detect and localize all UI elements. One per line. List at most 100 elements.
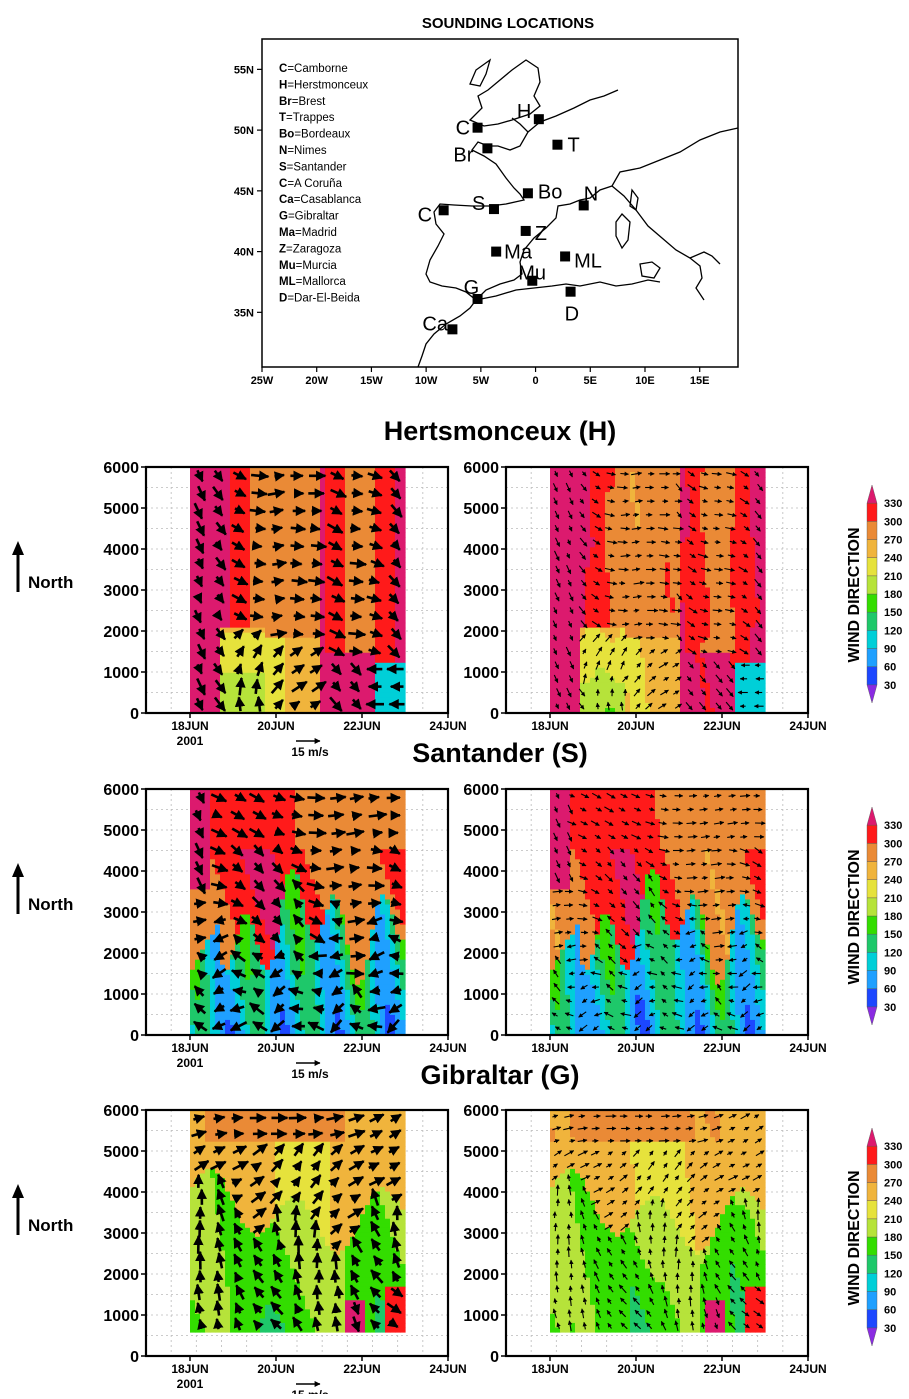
wind-direction-cell — [760, 572, 766, 578]
wind-direction-cell — [600, 638, 606, 644]
wind-direction-cell — [755, 492, 761, 498]
wind-direction-cell — [235, 567, 241, 573]
wind-direction-cell — [560, 517, 566, 523]
wind-direction-cell — [390, 623, 396, 629]
wind-direction-cell — [190, 970, 196, 976]
wind-direction-cell — [700, 522, 706, 528]
wind-direction-cell — [195, 633, 201, 639]
wind-direction-cell — [265, 653, 271, 659]
wind-direction-cell — [275, 638, 281, 644]
wind-direction-cell — [305, 663, 311, 669]
wind-direction-cell — [655, 673, 661, 679]
wind-direction-cell — [275, 572, 281, 578]
wind-direction-cell — [660, 618, 666, 624]
map-lat-label: 35N — [234, 307, 254, 319]
wind-direction-cell — [350, 552, 356, 558]
wind-direction-cell — [305, 562, 311, 568]
wind-direction-cell — [195, 940, 201, 946]
wind-direction-cell — [355, 618, 361, 624]
wind-direction-cell — [565, 668, 571, 674]
wind-direction-cell — [210, 593, 216, 599]
wind-direction-cell — [585, 608, 591, 614]
wind-direction-cell — [605, 487, 611, 493]
wind-direction-cell — [365, 572, 371, 578]
wind-direction-cell — [585, 482, 591, 488]
wind-direction-cell — [705, 683, 711, 689]
wind-direction-cell — [395, 567, 401, 573]
wind-direction-cell — [695, 502, 701, 508]
wind-direction-cell — [375, 663, 381, 669]
wind-direction-cell — [695, 693, 701, 699]
wind-direction-cell — [200, 809, 206, 815]
wind-direction-cell — [370, 587, 376, 593]
wind-direction-cell — [715, 532, 721, 538]
wind-direction-cell — [550, 487, 556, 493]
wind-direction-cell — [190, 955, 196, 961]
wind-direction-cell — [190, 507, 196, 513]
wind-direction-cell — [620, 703, 626, 709]
wind-direction-cell — [255, 618, 261, 624]
wind-direction-cell — [315, 572, 321, 578]
wind-vector — [715, 501, 722, 502]
wind-direction-cell — [705, 502, 711, 508]
wind-direction-cell — [285, 542, 291, 548]
wind-direction-cell — [360, 527, 366, 533]
wind-direction-cell — [660, 628, 666, 634]
wind-direction-cell — [680, 527, 686, 533]
wind-direction-cell — [325, 587, 331, 593]
colorbar-tick-label: 90 — [884, 644, 896, 656]
wind-direction-cell — [365, 547, 371, 553]
wind-direction-cell — [690, 658, 696, 664]
wind-direction-cell — [675, 698, 681, 704]
wind-direction-cell — [380, 582, 386, 588]
wind-direction-cell — [735, 567, 741, 573]
wind-direction-cell — [555, 613, 561, 619]
wind-direction-cell — [570, 643, 576, 649]
wind-vector — [350, 563, 366, 565]
wind-direction-cell — [560, 633, 566, 639]
wind-direction-cell — [230, 598, 236, 604]
wind-direction-cell — [705, 628, 711, 634]
wind-direction-cell — [550, 567, 556, 573]
wind-direction-cell — [290, 603, 296, 609]
colorbar-segment — [867, 630, 877, 648]
wind-direction-cell — [570, 532, 576, 538]
wind-direction-cell — [695, 497, 701, 503]
wind-direction-cell — [670, 593, 676, 599]
wind-direction-cell — [750, 557, 756, 563]
wind-direction-cell — [265, 603, 271, 609]
wind-direction-cell — [240, 668, 246, 674]
wind-direction-cell — [365, 517, 371, 523]
wind-direction-cell — [265, 683, 271, 689]
wind-direction-cell — [310, 477, 316, 483]
wind-direction-cell — [560, 603, 566, 609]
wind-direction-cell — [375, 487, 381, 493]
map-lat-label: 40N — [234, 247, 254, 259]
wind-direction-cell — [190, 894, 196, 900]
wind-direction-cell — [720, 517, 726, 523]
wind-direction-cell — [750, 497, 756, 503]
wind-direction-cell — [285, 668, 291, 674]
wind-direction-cell — [255, 537, 261, 543]
wind-direction-cell — [205, 522, 211, 528]
wind-direction-cell — [345, 507, 351, 513]
wind-direction-cell — [660, 567, 666, 573]
wind-direction-cell — [400, 623, 406, 629]
wind-direction-cell — [675, 623, 681, 629]
wind-direction-cell — [640, 703, 646, 709]
wind-direction-cell — [285, 623, 291, 629]
wind-direction-cell — [370, 658, 376, 664]
colorbar-tick-label: 270 — [884, 535, 902, 547]
wind-direction-cell — [745, 512, 751, 518]
wind-direction-cell — [715, 492, 721, 498]
wind-direction-cell — [550, 703, 556, 709]
wind-direction-cell — [715, 678, 721, 684]
wind-direction-cell — [400, 663, 406, 669]
wind-direction-cell — [190, 577, 196, 583]
wind-direction-cell — [690, 562, 696, 568]
wind-direction-cell — [600, 547, 606, 553]
wind-direction-cell — [630, 663, 636, 669]
wind-direction-cell — [660, 668, 666, 674]
wind-direction-cell — [650, 628, 656, 634]
wind-direction-cell — [260, 608, 266, 614]
